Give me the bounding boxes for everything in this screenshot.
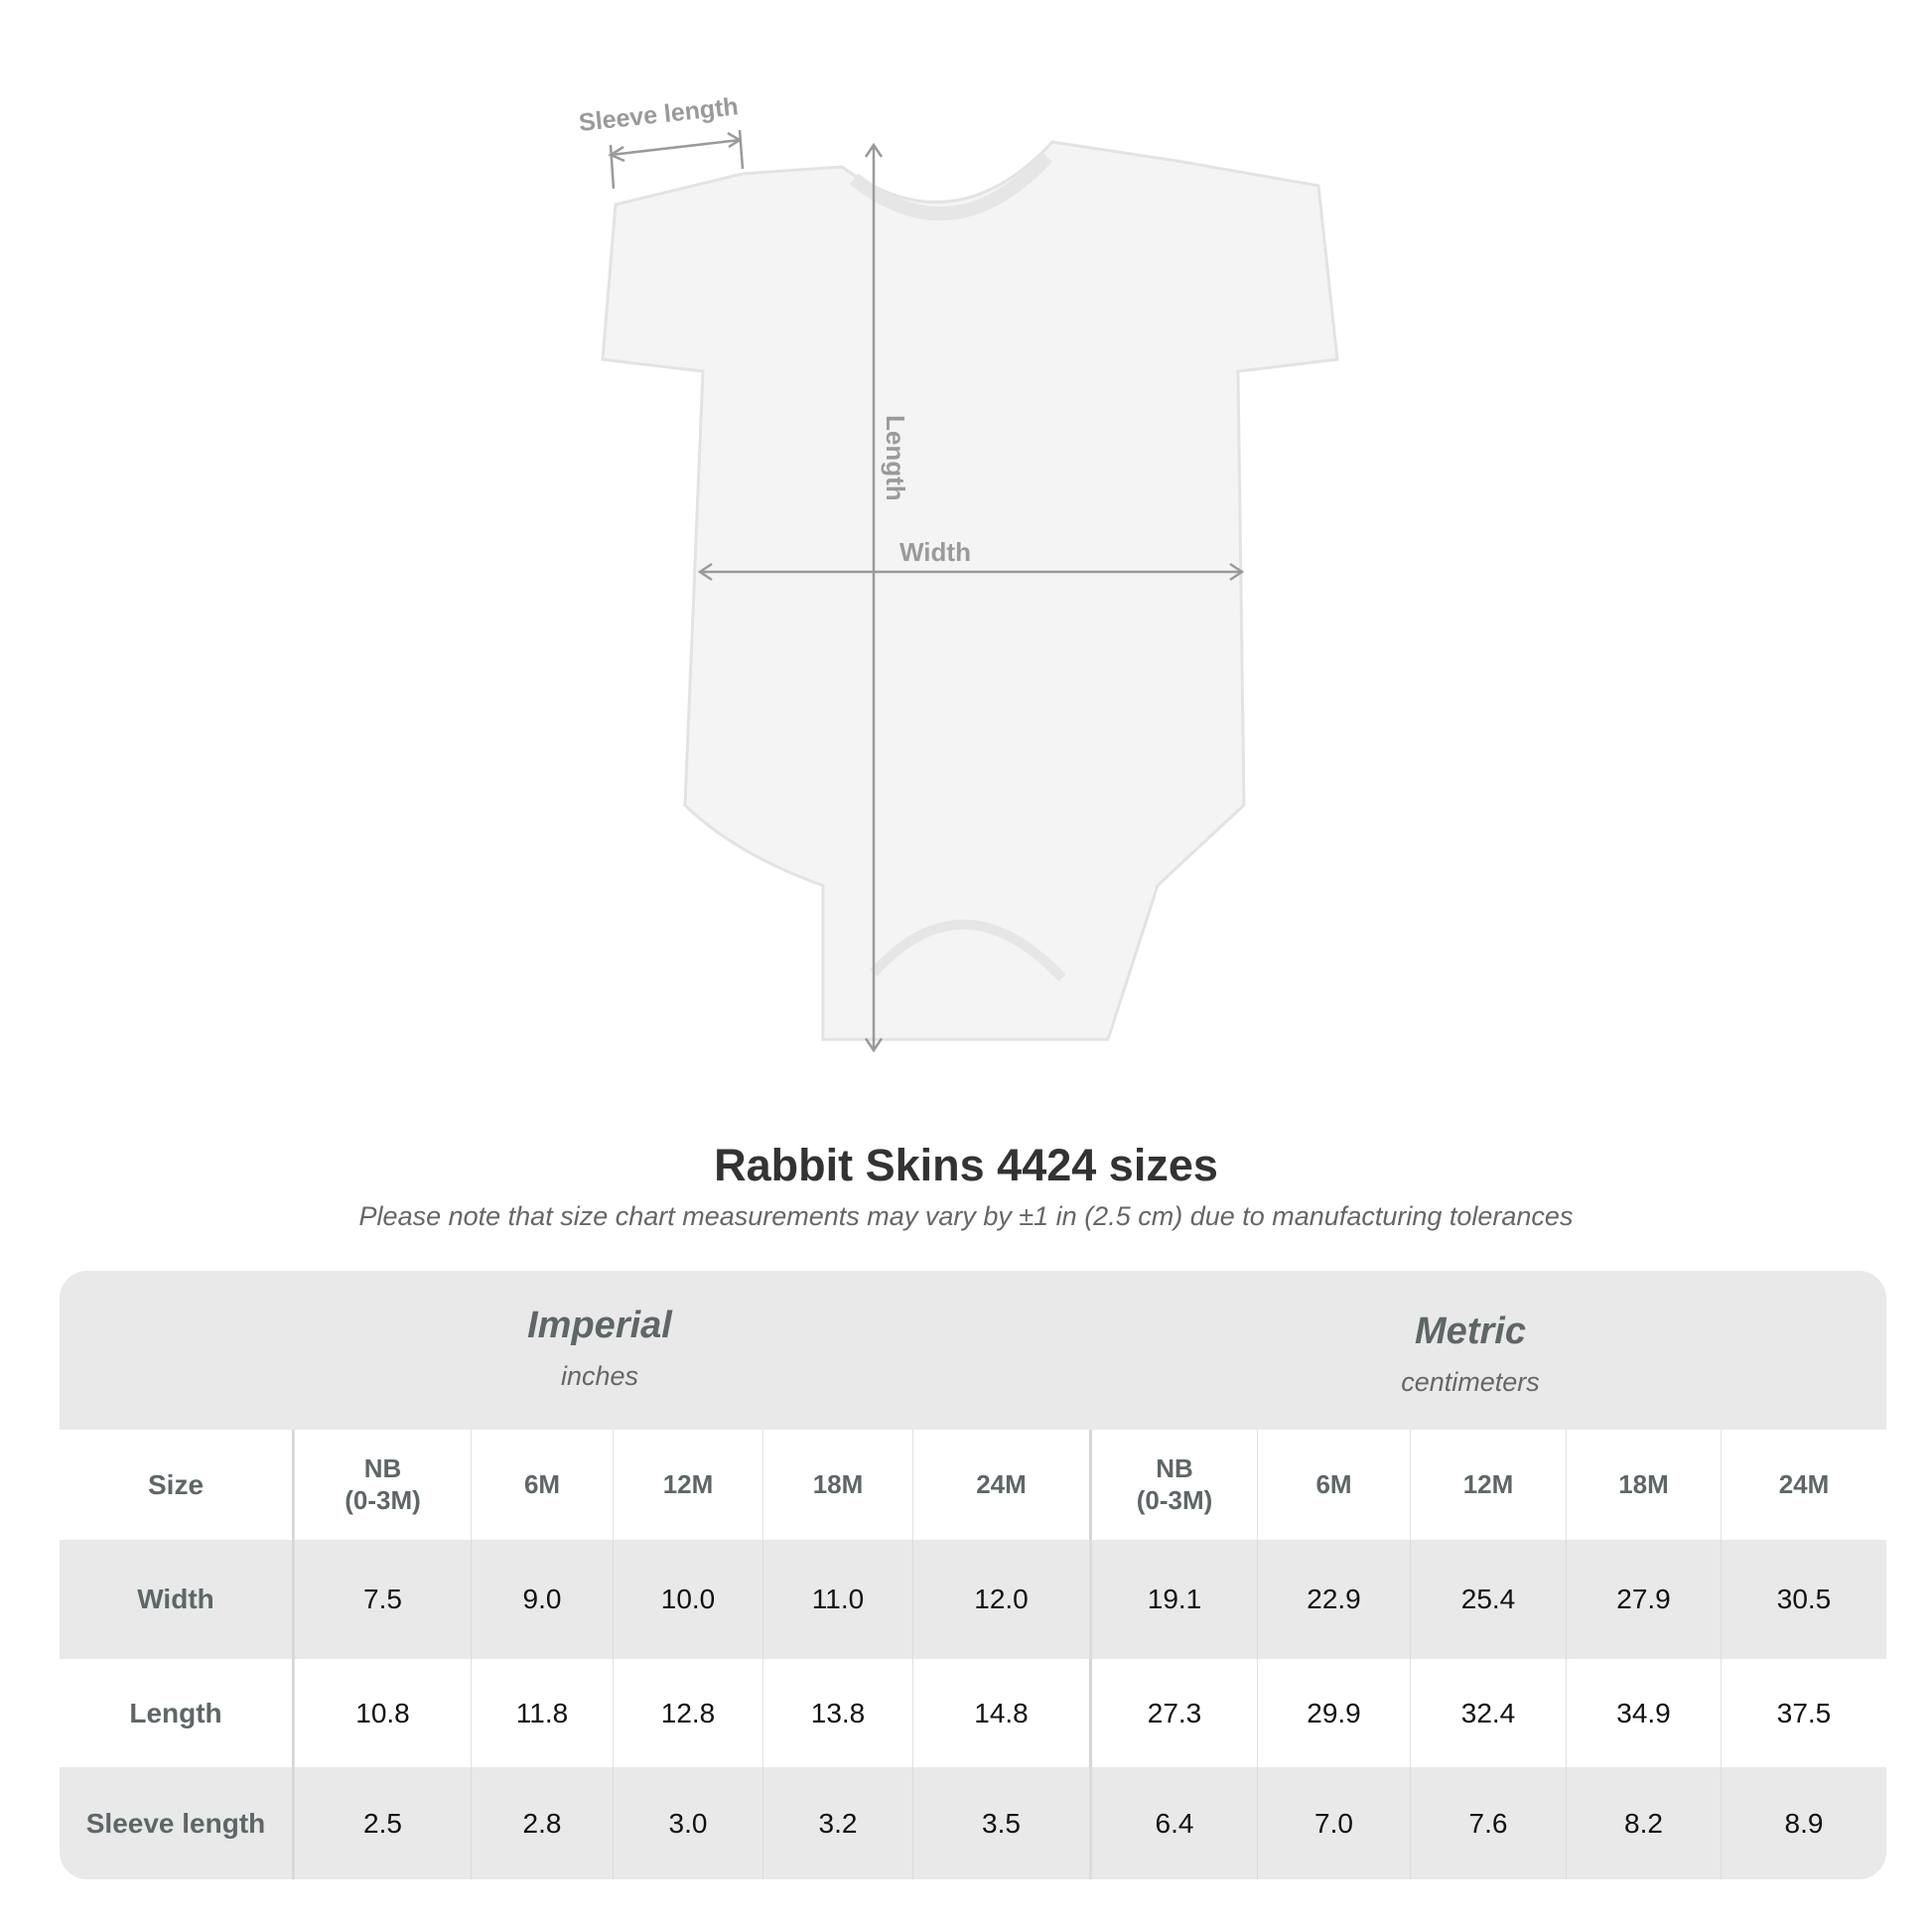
size-header-cell: NB (0-3M) xyxy=(294,1430,471,1540)
length-label: Length xyxy=(881,415,910,501)
row-label: Width xyxy=(60,1540,294,1659)
table-cell: 14.8 xyxy=(912,1659,1089,1767)
imperial-title: Imperial xyxy=(527,1305,672,1346)
measure-lines xyxy=(608,129,1245,1053)
table-cell: 6.4 xyxy=(1089,1767,1257,1879)
width-label: Width xyxy=(899,537,971,567)
table-cell: 19.1 xyxy=(1089,1540,1257,1659)
table-row: Length 10.8 11.8 12.8 13.8 14.8 27.3 29.9 32.4 34… xyxy=(60,1659,1886,1767)
size-header-cell: 6M xyxy=(471,1430,613,1540)
table-cell: 8.9 xyxy=(1721,1767,1886,1879)
table-cell: 27.3 xyxy=(1089,1659,1257,1767)
table-cell: 7.0 xyxy=(1257,1767,1410,1879)
table-cell: 12.8 xyxy=(613,1659,762,1767)
metric-title: Metric xyxy=(1415,1311,1526,1352)
table-cell: 9.0 xyxy=(471,1540,613,1659)
table-cell: 2.5 xyxy=(294,1767,471,1879)
table-cell: 34.9 xyxy=(1566,1659,1721,1767)
table-cell: 10.8 xyxy=(294,1659,471,1767)
row-label: Size xyxy=(60,1430,294,1540)
table-cell: 13.8 xyxy=(762,1659,912,1767)
size-header-cell: 18M xyxy=(762,1430,912,1540)
table-cell: 8.2 xyxy=(1566,1767,1721,1879)
size-header-cell: 12M xyxy=(1410,1430,1566,1540)
table-cell: 11.0 xyxy=(762,1540,912,1659)
imperial-group: Imperial inches xyxy=(351,1305,848,1392)
table-cell: 3.0 xyxy=(613,1767,762,1879)
tolerance-note: Please note that size chart measurements… xyxy=(358,1201,1574,1231)
size-header-cell: 6M xyxy=(1257,1430,1410,1540)
table-cell: 30.5 xyxy=(1721,1540,1886,1659)
table-cell: 12.0 xyxy=(912,1540,1089,1659)
table-cell: 3.5 xyxy=(912,1767,1089,1879)
table-cell: 22.9 xyxy=(1257,1540,1410,1659)
onesie-garment xyxy=(601,140,1339,1041)
imperial-unit: inches xyxy=(560,1361,639,1391)
table-row: Width 7.5 9.0 10.0 11.0 12.0 19.1 22.9 25.4 27.9 3… xyxy=(60,1540,1886,1659)
size-table: Imperial inches Metric centimeters Size N… xyxy=(60,1271,1886,1879)
table-cell: 3.2 xyxy=(762,1767,912,1879)
size-header-row: Size NB (0-3M) 6M 12M 18M 24M NB (0-3M) 6M 12M 18… xyxy=(60,1430,1886,1540)
size-header-cell: 24M xyxy=(912,1430,1089,1540)
table-cell: 2.8 xyxy=(471,1767,613,1879)
neck-binding xyxy=(849,152,1053,221)
row-label: Length xyxy=(60,1659,294,1767)
size-header-cell: 18M xyxy=(1566,1430,1721,1540)
table-cell: 10.0 xyxy=(613,1540,762,1659)
sleeve-length-label: Sleeve length xyxy=(578,92,740,137)
table-cell: 32.4 xyxy=(1410,1659,1566,1767)
snap-flap xyxy=(870,919,1066,982)
table-cell: 37.5 xyxy=(1721,1659,1886,1767)
table-cell: 25.4 xyxy=(1410,1540,1566,1659)
size-header-cell: 24M xyxy=(1721,1430,1886,1540)
size-header-cell: 12M xyxy=(613,1430,762,1540)
row-label: Sleeve length xyxy=(60,1767,294,1879)
table-cell: 7.5 xyxy=(294,1540,471,1659)
size-header-cell: NB (0-3M) xyxy=(1089,1430,1257,1540)
table-row: Sleeve length 2.5 2.8 3.0 3.2 3.5 6.4 7.0 7.6 8.2… xyxy=(60,1767,1886,1879)
table-cell: 11.8 xyxy=(471,1659,613,1767)
metric-group: Metric centimeters xyxy=(1222,1311,1719,1398)
unit-header: Imperial inches Metric centimeters xyxy=(60,1271,1886,1430)
table-cell: 7.6 xyxy=(1410,1767,1566,1879)
onesie-diagram: Sleeve length Length Width xyxy=(578,92,1339,1053)
metric-unit: centimeters xyxy=(1401,1367,1540,1397)
table-cell: 29.9 xyxy=(1257,1659,1410,1767)
page-title: Rabbit Skins 4424 sizes xyxy=(714,1140,1218,1190)
table-cell: 27.9 xyxy=(1566,1540,1721,1659)
